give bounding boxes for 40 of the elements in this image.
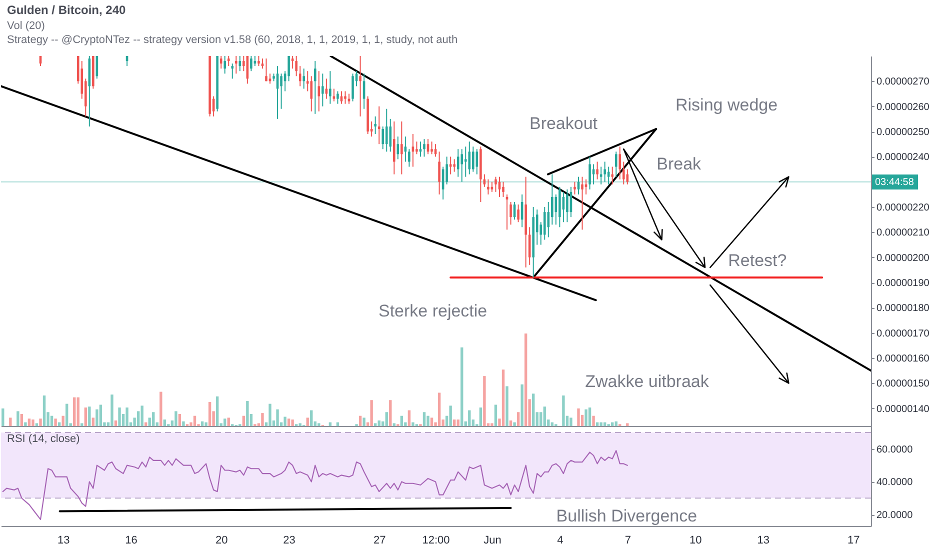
annotation: Rising wedge xyxy=(676,96,778,115)
x-tick-label: 27 xyxy=(373,534,386,546)
x-tick-label: 13 xyxy=(757,534,770,546)
annotation: Sterke rejectie xyxy=(378,302,488,321)
x-tick-label: 17 xyxy=(848,534,860,546)
y-tick-label: 0.00000180 xyxy=(876,303,930,314)
y-tick-label: 0.00000220 xyxy=(876,202,930,214)
y-tick-label: 0.00000190 xyxy=(876,278,930,290)
y-tick-label: 0.00000170 xyxy=(876,328,930,340)
chart-title: Gulden / Bitcoin, 240 xyxy=(7,3,126,17)
y-tick-label: 0.00000210 xyxy=(876,228,930,239)
x-tick-label: 4 xyxy=(557,534,564,546)
x-tick-label: 12:00 xyxy=(422,534,450,546)
y-tick-label: 0.00000200 xyxy=(876,252,930,264)
y-tick-label: 0.00000140 xyxy=(876,404,930,415)
y-tick-label: 0.00000250 xyxy=(876,127,930,138)
x-tick-label: Jun xyxy=(484,534,502,546)
x-tick-label: 23 xyxy=(283,534,296,546)
text: 03:44:58 xyxy=(875,177,914,188)
y-tick-label: 60.0000 xyxy=(876,444,914,456)
annotation: Bullish Divergence xyxy=(556,506,698,526)
annotation: Retest? xyxy=(728,251,787,270)
y-tick-label: 0.00000260 xyxy=(876,102,930,113)
y-tick-label: 20.0000 xyxy=(876,510,914,522)
x-tick-label: 7 xyxy=(624,534,631,546)
x-tick-label: 20 xyxy=(215,534,228,546)
chart-title: Vol (20) xyxy=(7,20,45,32)
text: Strategy -- @CryptoNTez -- strategy version v1.58 (60, 2018, 1, 1, 2019, 1, 1, study, not auth xyxy=(7,34,458,46)
annotation: Zwakke uitbraak xyxy=(585,372,710,392)
annotation: Breakout xyxy=(529,114,598,133)
x-tick-label: 10 xyxy=(689,534,702,546)
y-tick-label: 0.00000270 xyxy=(876,76,930,88)
y-tick-label: 40.0000 xyxy=(876,477,914,488)
text: RSI (14, close) xyxy=(7,433,80,445)
x-tick-label: 13 xyxy=(57,534,70,546)
y-tick-label: 0.00000160 xyxy=(876,354,930,365)
annotation: Break xyxy=(656,154,702,174)
y-tick-label: 0.00000240 xyxy=(876,152,930,164)
y-tick-label: 0.00000150 xyxy=(876,378,930,390)
x-tick-label: 16 xyxy=(125,534,138,546)
